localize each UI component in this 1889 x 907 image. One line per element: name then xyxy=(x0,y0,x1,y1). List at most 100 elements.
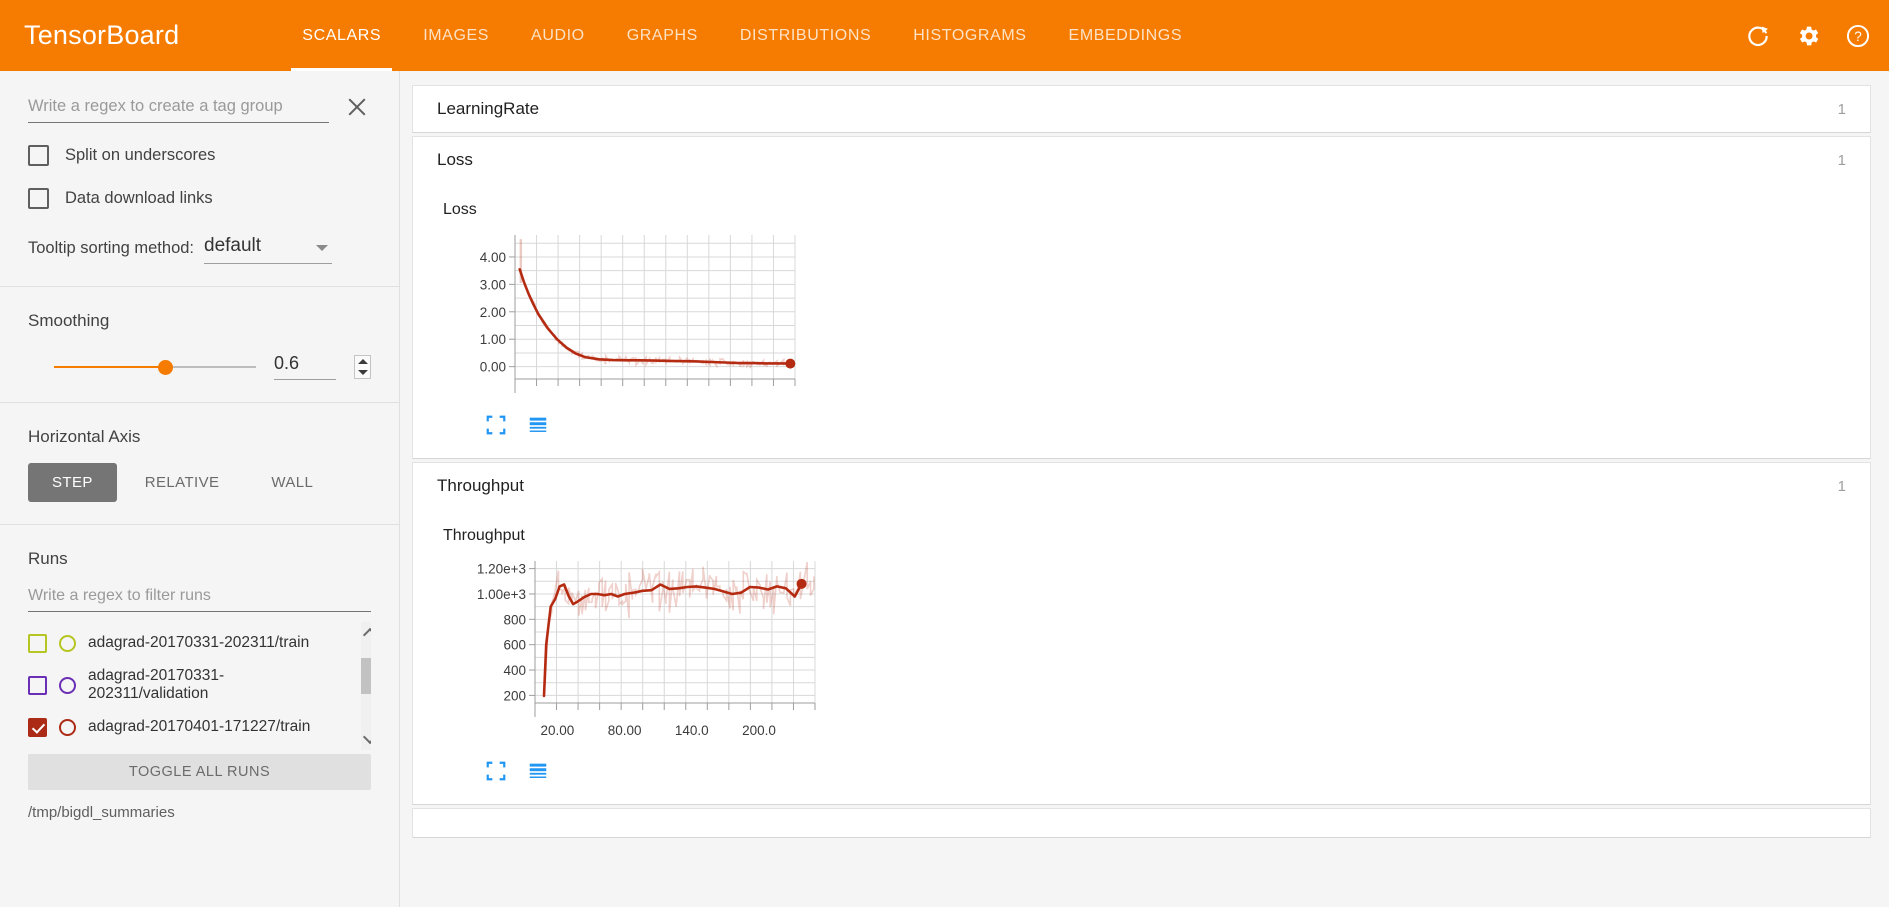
expand-icon[interactable] xyxy=(485,414,507,436)
chart-actions xyxy=(443,410,1870,450)
svg-text:4.00: 4.00 xyxy=(480,250,506,265)
tab-histograms[interactable]: HISTOGRAMS xyxy=(892,0,1047,71)
card-throughput: Throughput 1 Throughput 200 400 600 800 1.00… xyxy=(412,462,1871,805)
data-table-icon[interactable] xyxy=(527,414,549,436)
run-checkbox[interactable] xyxy=(28,717,47,737)
throughput-chart[interactable]: 200 400 600 800 1.00e+3 1.20e+3 20.00 80.00 140.… xyxy=(443,551,843,751)
main-nav: SCALARS IMAGES AUDIO GRAPHS DISTRIBUTION… xyxy=(281,0,1203,71)
tab-audio[interactable]: AUDIO xyxy=(510,0,606,71)
split-underscores-label: Split on underscores xyxy=(65,146,216,164)
svg-text:3.00: 3.00 xyxy=(480,277,506,292)
card-header[interactable]: LearningRate 1 xyxy=(413,86,1870,132)
run-color-indicator xyxy=(59,676,76,694)
runs-filter-input[interactable] xyxy=(28,585,371,612)
card-loss: Loss 1 Loss 0.00 1.00 2.00 3.00 4.00 xyxy=(412,136,1871,459)
tab-label: HISTOGRAMS xyxy=(913,26,1027,44)
card-title: Throughput xyxy=(437,476,524,495)
card-next xyxy=(412,808,1871,838)
slider-thumb[interactable] xyxy=(158,359,173,375)
list-item[interactable]: adagrad-20170401-171227/train xyxy=(28,706,371,748)
axis-option-relative[interactable]: RELATIVE xyxy=(144,474,220,491)
runs-section: Runs xyxy=(0,549,399,569)
svg-text:140.0: 140.0 xyxy=(675,723,709,738)
smoothing-slider[interactable] xyxy=(28,356,256,378)
card-title: LearningRate xyxy=(437,99,540,118)
smoothing-stepper[interactable] xyxy=(354,354,371,379)
chart-actions xyxy=(443,756,1870,796)
data-download-links-row[interactable]: Data download links xyxy=(0,188,399,209)
expand-icon[interactable] xyxy=(485,760,507,782)
card-header[interactable]: Throughput 1 xyxy=(413,463,1870,509)
tab-distributions[interactable]: DISTRIBUTIONS xyxy=(719,0,892,71)
runs-title: Runs xyxy=(28,549,68,568)
chevron-up-icon[interactable] xyxy=(362,627,371,643)
chevron-down-icon xyxy=(316,245,329,251)
svg-text:200.0: 200.0 xyxy=(742,723,776,738)
svg-text:2.00: 2.00 xyxy=(480,305,506,320)
smoothing-row: 0.6 xyxy=(0,353,399,380)
run-list: adagrad-20170331-202311/train adagrad-20… xyxy=(28,622,371,750)
close-icon[interactable] xyxy=(343,93,371,121)
tab-images[interactable]: IMAGES xyxy=(402,0,510,71)
summary-path: /tmp/bigdl_summaries xyxy=(28,804,175,821)
card-body: Throughput 200 400 600 800 1.00e+3 1.20e+3 20.… xyxy=(413,509,1870,804)
tab-graphs[interactable]: GRAPHS xyxy=(606,0,719,71)
list-item[interactable]: adagrad-20170331-202311/validation xyxy=(28,664,371,706)
tooltip-sorting-select[interactable]: default xyxy=(204,235,333,264)
tag-regex-input[interactable] xyxy=(28,95,329,123)
run-color-indicator xyxy=(59,718,76,736)
svg-text:1.00: 1.00 xyxy=(480,332,506,347)
scrollbar-thumb[interactable] xyxy=(361,658,371,694)
tab-label: IMAGES xyxy=(423,26,490,44)
tooltip-sorting-value: default xyxy=(204,235,262,256)
run-color-indicator xyxy=(59,634,76,652)
horizontal-axis-options: STEP RELATIVE WALL xyxy=(0,463,399,502)
run-label: adagrad-20170331-202311/validation xyxy=(88,667,225,702)
data-download-links-checkbox[interactable] xyxy=(28,188,49,209)
chevron-down-icon[interactable] xyxy=(362,729,371,745)
header-actions: ? xyxy=(1745,0,1871,71)
list-item[interactable]: adagrad-20170331-202311/train xyxy=(28,622,371,664)
run-list-scrollbar[interactable] xyxy=(361,622,371,750)
run-checkbox[interactable] xyxy=(28,675,47,695)
axis-option-wall[interactable]: WALL xyxy=(271,474,314,491)
svg-text:0.00: 0.00 xyxy=(480,360,506,375)
refresh-icon[interactable] xyxy=(1745,23,1771,49)
main-content: LearningRate 1 Loss 1 Loss 0.00 1.00 2.00 3… xyxy=(400,71,1889,907)
loss-chart[interactable]: 0.00 1.00 2.00 3.00 4.00 xyxy=(443,225,843,405)
slider-fill xyxy=(54,365,164,368)
axis-option-step[interactable]: STEP xyxy=(28,463,117,502)
smoothing-value[interactable]: 0.6 xyxy=(274,353,336,380)
split-underscores-checkbox[interactable] xyxy=(28,145,49,166)
divider xyxy=(0,402,399,403)
chart-title: Throughput xyxy=(443,527,525,544)
data-table-icon[interactable] xyxy=(527,760,549,782)
tooltip-sorting-label: Tooltip sorting method: xyxy=(28,239,195,257)
tab-scalars[interactable]: SCALARS xyxy=(281,0,402,71)
help-icon[interactable]: ? xyxy=(1845,23,1871,49)
tab-embeddings[interactable]: EMBEDDINGS xyxy=(1048,0,1204,71)
toggle-all-runs-button[interactable]: TOGGLE ALL RUNS xyxy=(28,754,371,790)
sidebar: Split on underscores Data download links… xyxy=(0,71,400,907)
split-underscores-row[interactable]: Split on underscores xyxy=(0,145,399,166)
chart-title: Loss xyxy=(443,201,477,218)
divider xyxy=(0,524,399,525)
card-count: 1 xyxy=(1837,151,1846,169)
tab-label: SCALARS xyxy=(302,26,382,44)
card-count: 1 xyxy=(1837,477,1846,495)
card-header[interactable]: Loss 1 xyxy=(413,137,1870,183)
run-label: adagrad-20170331-202311/train xyxy=(88,634,310,652)
horizontal-axis-title: Horizontal Axis xyxy=(28,427,141,446)
svg-text:80.00: 80.00 xyxy=(608,723,642,738)
runs-filter-row xyxy=(0,585,399,612)
smoothing-section: Smoothing xyxy=(0,311,399,331)
run-checkbox[interactable] xyxy=(28,633,47,653)
card-body: Loss 0.00 1.00 2.00 3.00 4.00 xyxy=(413,183,1870,458)
svg-text:800: 800 xyxy=(503,612,526,627)
run-label: adagrad-20170401-171227/train xyxy=(88,718,311,736)
svg-text:400: 400 xyxy=(503,663,526,678)
divider xyxy=(0,286,399,287)
gear-icon[interactable] xyxy=(1795,23,1821,49)
tab-label: AUDIO xyxy=(531,26,585,44)
svg-text:1.20e+3: 1.20e+3 xyxy=(477,562,526,577)
